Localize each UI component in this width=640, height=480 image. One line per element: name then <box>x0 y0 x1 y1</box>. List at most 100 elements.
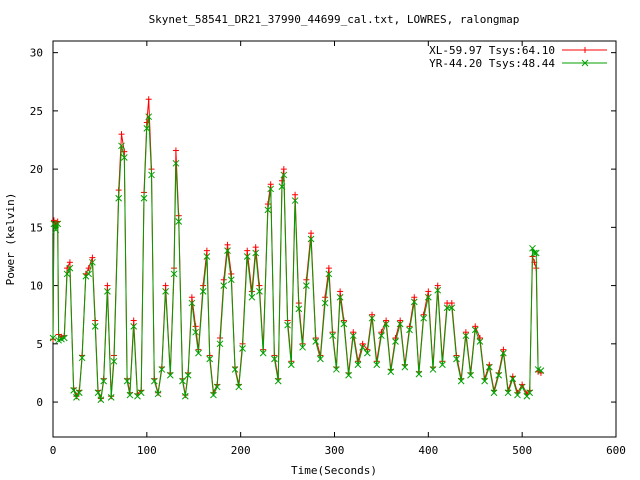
y-tick-label: 10 <box>30 280 43 293</box>
data-point-x <box>509 375 517 383</box>
data-point-plus <box>308 230 315 237</box>
data-point-x <box>148 171 155 179</box>
data-point-plus <box>64 265 71 272</box>
data-point-plus <box>359 340 366 347</box>
data-point-plus <box>500 346 507 353</box>
x-tick-label: 100 <box>137 444 157 457</box>
x-tick-label: 400 <box>418 444 438 457</box>
data-point-x <box>206 355 214 363</box>
y-tick-label: 20 <box>30 163 43 176</box>
data-point-x <box>485 363 493 371</box>
data-point-x <box>52 226 60 234</box>
data-point-x <box>60 334 68 342</box>
data-point-x <box>264 206 272 214</box>
y-tick-label: 15 <box>30 221 43 234</box>
data-point-x <box>434 286 442 294</box>
data-point-x <box>143 124 151 132</box>
data-point-x <box>175 218 183 225</box>
data-point-x <box>224 247 231 255</box>
data-point-plus <box>264 201 271 208</box>
data-point-x <box>500 349 507 357</box>
data-point-plus <box>462 329 469 336</box>
data-point-x <box>184 371 192 379</box>
data-point-plus <box>325 265 332 272</box>
data-point-plus <box>130 317 137 324</box>
data-point-x <box>378 332 385 340</box>
data-point-x <box>91 322 99 330</box>
data-point-x <box>227 276 235 284</box>
y-tick-label: 5 <box>36 338 43 351</box>
data-point-x <box>518 383 526 391</box>
data-point-x <box>448 304 456 312</box>
data-point-plus <box>104 282 111 289</box>
data-point-x <box>235 383 243 391</box>
data-point-x <box>54 220 62 228</box>
data-point-plus <box>397 317 404 324</box>
data-point-plus <box>411 294 418 301</box>
y-axis: 0 5 10 15 20 25 30 <box>30 47 616 409</box>
data-point-plus <box>378 329 385 336</box>
data-point-x <box>73 394 80 401</box>
data-point-plus <box>448 300 455 307</box>
data-point-x <box>231 366 239 373</box>
data-point-x <box>410 298 418 306</box>
series-2 <box>49 113 545 404</box>
data-point-x <box>312 338 320 345</box>
data-point-x <box>495 371 503 379</box>
data-point-x <box>172 159 180 167</box>
x-axis-label: Time(Seconds) <box>291 464 377 477</box>
data-point-x <box>213 383 221 391</box>
data-point-x <box>504 389 512 397</box>
y-tick-label: 25 <box>30 105 43 118</box>
data-point-plus <box>383 317 390 324</box>
data-point-x <box>287 361 295 369</box>
data-point-x <box>252 249 260 257</box>
data-point-x <box>220 282 228 289</box>
data-point-plus <box>337 288 344 295</box>
data-point-plus <box>66 259 73 266</box>
data-point-x <box>529 244 536 252</box>
data-point-x <box>179 377 186 385</box>
data-point-x <box>107 394 115 401</box>
data-point-x <box>307 235 315 243</box>
data-point-x <box>481 377 488 385</box>
data-point-x <box>192 328 199 336</box>
data-point-x <box>140 194 148 202</box>
x-tick-label: 0 <box>50 444 57 457</box>
y-tick-label: 0 <box>36 396 43 409</box>
y-axis-label: Power (kelvin) <box>4 193 17 286</box>
data-point-x <box>368 314 376 322</box>
data-point-x <box>392 338 399 345</box>
data-point-x <box>210 391 217 399</box>
data-point-x <box>490 389 498 397</box>
data-point-x <box>267 185 275 193</box>
data-point-x <box>345 371 352 379</box>
data-point-plus <box>350 329 357 336</box>
data-point-x <box>317 355 324 363</box>
x-tick-label: 600 <box>606 444 626 457</box>
data-point-x <box>271 355 278 363</box>
data-point-x <box>382 320 390 328</box>
data-point-x <box>239 345 246 352</box>
data-point-plus <box>224 241 231 248</box>
data-point-plus <box>267 181 274 188</box>
x-tick-label: 200 <box>231 444 251 457</box>
data-point-x <box>181 392 189 400</box>
y-tick-label: 30 <box>30 47 43 60</box>
data-point-x <box>406 326 413 334</box>
data-point-x <box>396 320 404 328</box>
data-point-plus <box>50 217 57 224</box>
data-point-x <box>415 370 423 378</box>
data-point-plus <box>434 282 441 289</box>
data-point-plus <box>118 131 125 138</box>
data-point-x <box>531 249 538 257</box>
plot-frame <box>52 40 617 438</box>
data-point-x <box>248 293 256 301</box>
data-point-x <box>100 377 108 385</box>
data-point-plus <box>192 323 199 330</box>
data-point-x <box>373 361 381 369</box>
data-point-x <box>302 282 310 289</box>
data-point-x <box>354 361 362 369</box>
data-point-x <box>280 171 288 179</box>
data-point-x <box>94 389 102 397</box>
